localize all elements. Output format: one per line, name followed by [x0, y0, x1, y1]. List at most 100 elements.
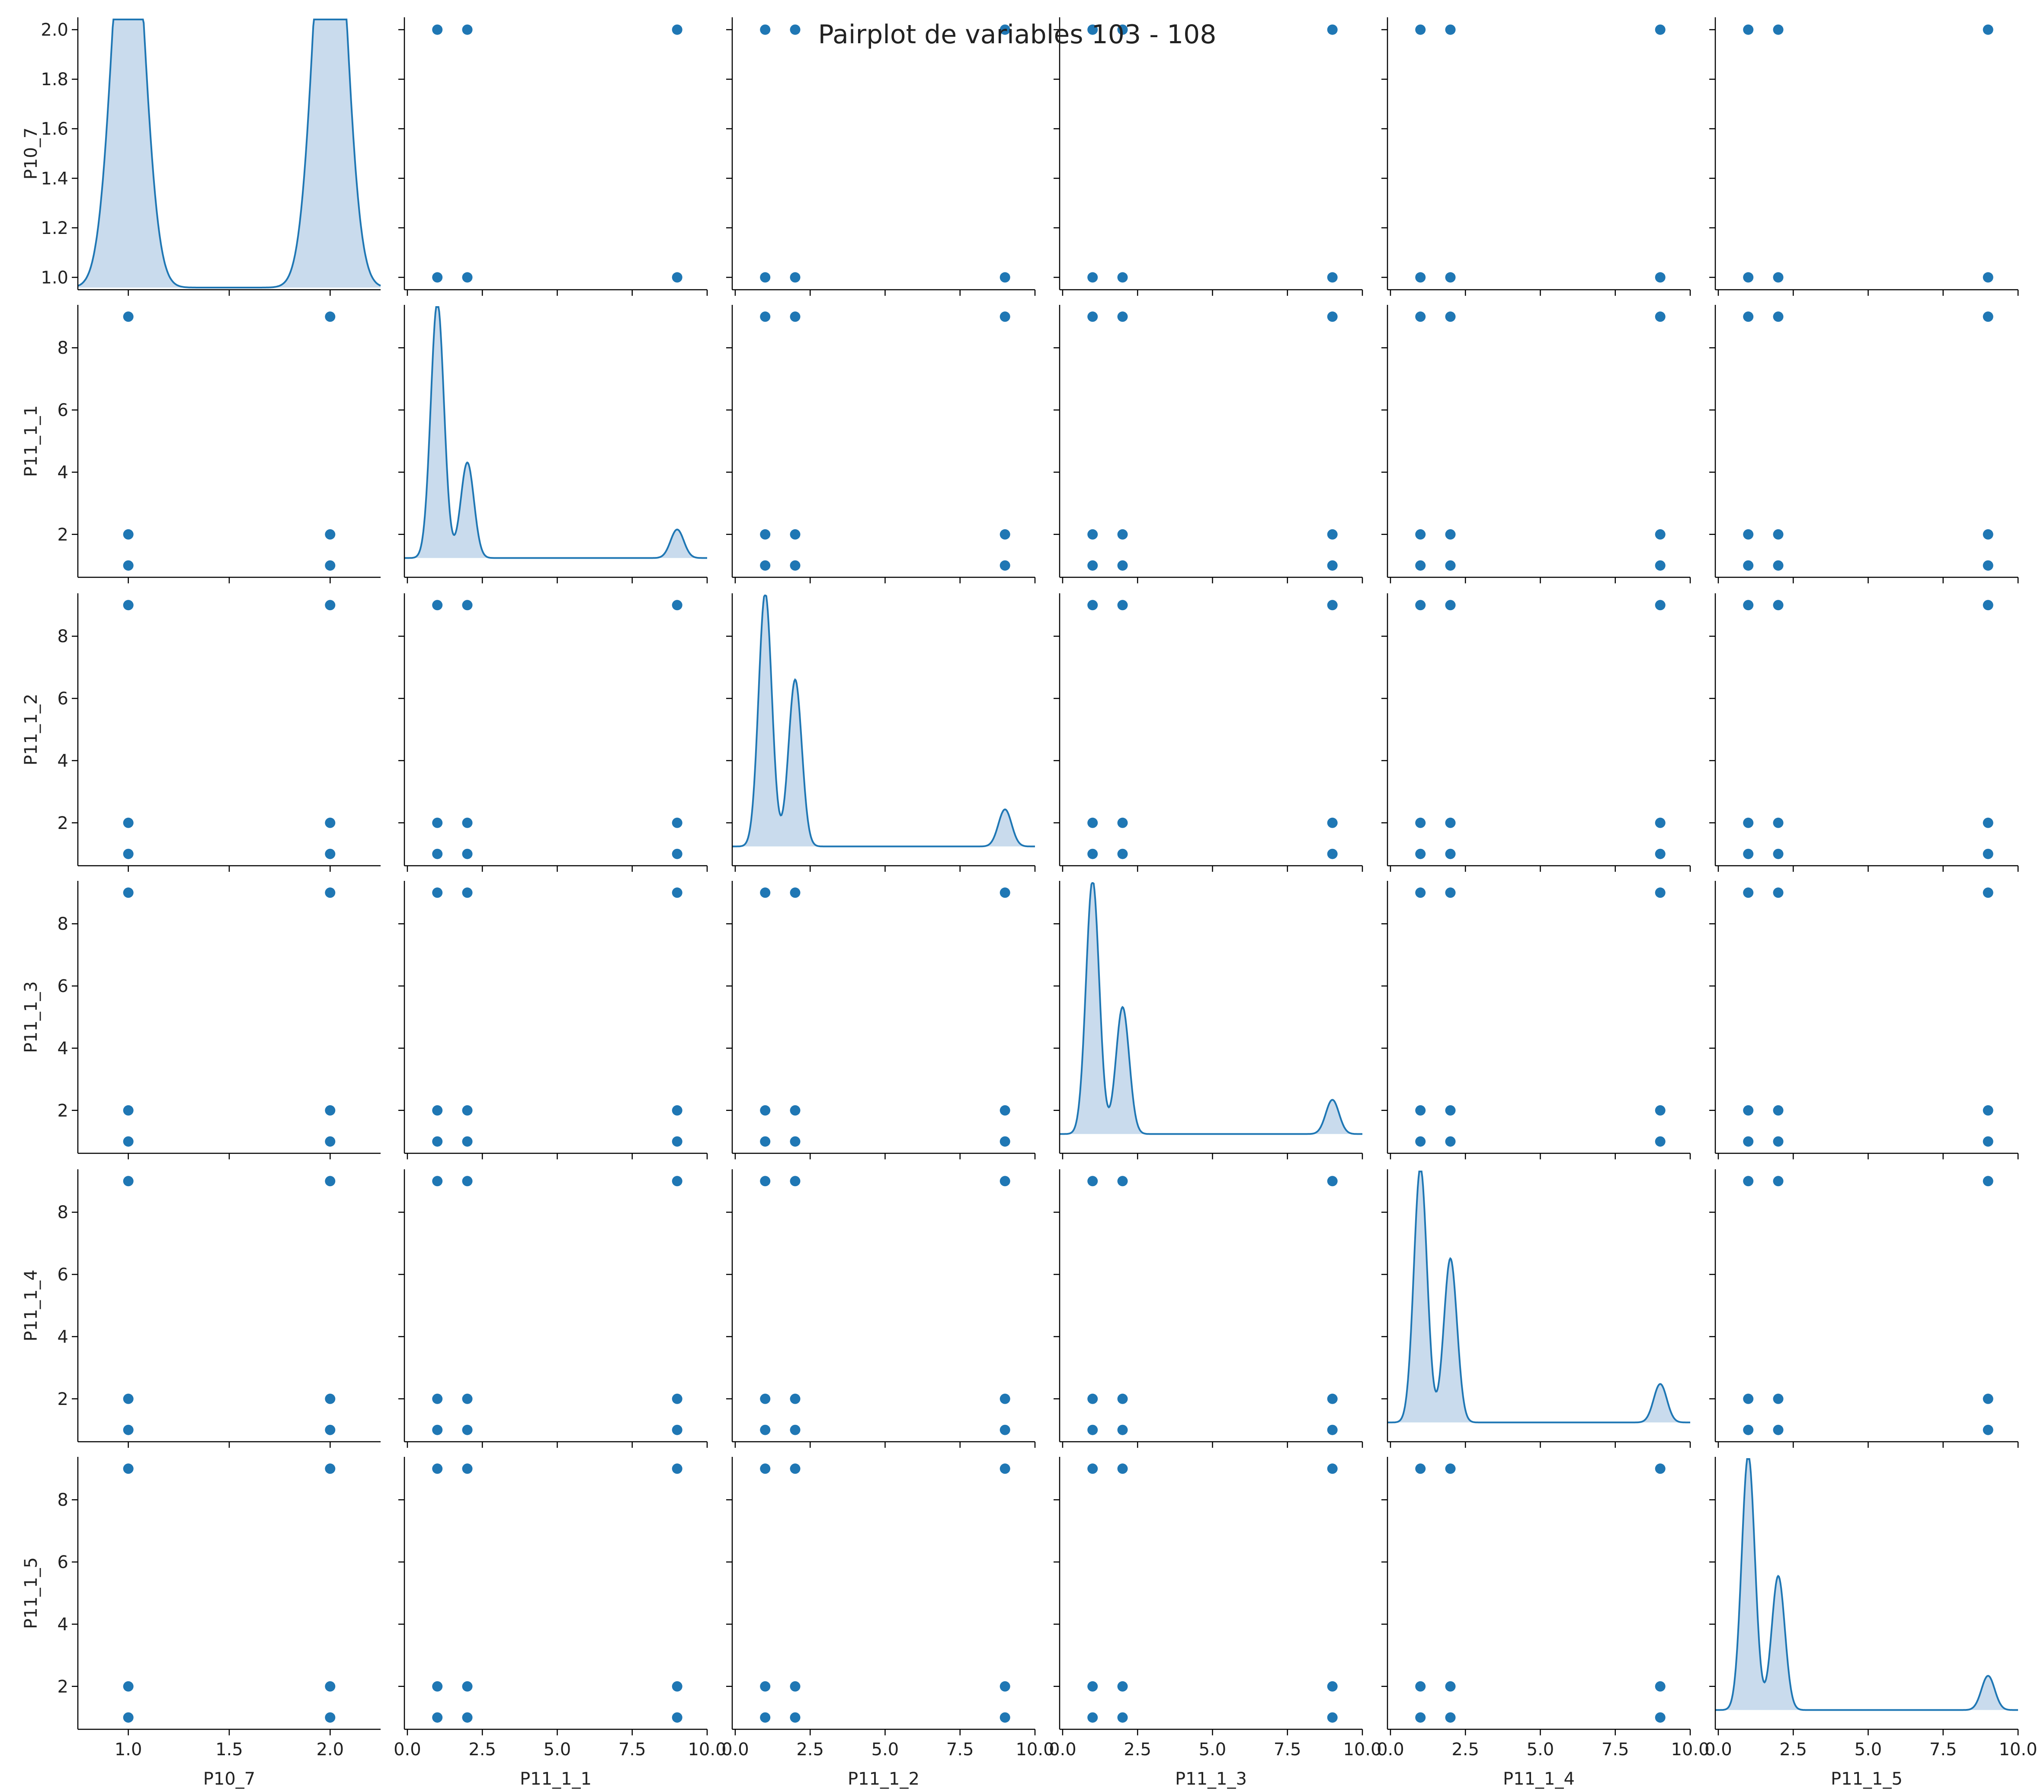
scatter-point: [432, 1712, 443, 1723]
scatter-point: [760, 1393, 771, 1404]
scatter-point: [1445, 24, 1456, 35]
scatter-point: [1327, 1176, 1338, 1187]
scatter-point: [325, 1136, 336, 1147]
panel-P11_1_1-vs-P11_1_3: [1054, 305, 1363, 583]
scatter-point: [1445, 311, 1456, 322]
y-tick-label: 2.0: [41, 20, 68, 40]
scatter-point: [1743, 24, 1754, 35]
scatter-point: [760, 24, 771, 35]
y-tick-label: 6: [58, 1265, 68, 1285]
scatter-point: [790, 1136, 801, 1147]
scatter-point: [462, 817, 473, 828]
panel-P10_7-vs-P11_1_3: [1054, 17, 1363, 296]
scatter-point: [462, 1681, 473, 1692]
scatter-point: [1415, 600, 1426, 611]
x-tick-label: 1.0: [115, 1740, 142, 1760]
y-tick-label: 2: [58, 1677, 68, 1697]
scatter-point: [1773, 24, 1784, 35]
kde-line-P11_1_2: [732, 595, 1035, 848]
x-tick-label: 10.0: [688, 1740, 726, 1760]
scatter-point: [1773, 1136, 1784, 1147]
scatter-point: [1743, 887, 1754, 898]
scatter-point: [760, 1176, 771, 1187]
scatter-point: [1983, 848, 1993, 859]
scatter-point: [1087, 600, 1098, 611]
y-tick-label: 6: [58, 400, 68, 420]
scatter-point: [790, 560, 801, 571]
scatter-point: [1000, 1712, 1010, 1723]
y-tick-label: 8: [58, 338, 68, 358]
scatter-point: [325, 1424, 336, 1435]
scatter-point: [1655, 1681, 1666, 1692]
scatter-point: [1773, 600, 1784, 611]
x-tick-label: 2.5: [1451, 1740, 1479, 1760]
x-tick-label: 2.5: [468, 1740, 496, 1760]
scatter-point: [123, 560, 134, 571]
scatter-point: [432, 817, 443, 828]
scatter-point: [1983, 1424, 1993, 1435]
y-tick-label: 2: [58, 813, 68, 833]
scatter-point: [1773, 1105, 1784, 1116]
panel-P10_7-vs-P11_1_5: [1709, 17, 2019, 296]
scatter-point: [790, 311, 801, 322]
scatter-point: [1743, 1136, 1754, 1147]
panel-P11_1_5-vs-P11_1_4: 0.0 2.5 5.0 7.5 10.0 P11_1_4: [1377, 1457, 1710, 1789]
x-axis-label-P11_1_5: P11_1_5: [1831, 1769, 1903, 1789]
y-tick-label: 6: [58, 1552, 68, 1572]
scatter-point: [462, 848, 473, 859]
scatter-point: [325, 1105, 336, 1116]
scatter-point: [1743, 1176, 1754, 1187]
y-tick-label: 4: [58, 463, 68, 483]
y-tick-label: 2: [58, 1101, 68, 1121]
scatter-point: [790, 529, 801, 540]
panel-P11_1_4-vs-P11_1_3: [1054, 1169, 1363, 1448]
scatter-point: [1445, 1712, 1456, 1723]
x-tick-label: 1.5: [215, 1740, 243, 1760]
scatter-point: [1743, 529, 1754, 540]
scatter-point: [1445, 272, 1456, 283]
scatter-point: [432, 848, 443, 859]
y-tick-label: 2: [58, 1389, 68, 1409]
scatter-point: [1983, 311, 1993, 322]
x-tick-label: 7.5: [1602, 1740, 1629, 1760]
scatter-point: [1773, 1176, 1784, 1187]
x-tick-label: 7.5: [1929, 1740, 1957, 1760]
scatter-point: [1087, 1424, 1098, 1435]
scatter-point: [123, 1463, 134, 1474]
scatter-point: [1773, 311, 1784, 322]
y-tick-label: 1.2: [41, 218, 68, 238]
kde-line-P10_7: [77, 19, 381, 288]
scatter-point: [1445, 560, 1456, 571]
scatter-point: [1415, 560, 1426, 571]
scatter-point: [1743, 1424, 1754, 1435]
scatter-point: [325, 311, 336, 322]
scatter-point: [123, 848, 134, 859]
scatter-point: [672, 1136, 682, 1147]
scatter-point: [790, 1176, 801, 1187]
scatter-point: [672, 600, 682, 611]
scatter-point: [432, 1463, 443, 1474]
y-tick-label: 8: [58, 1490, 68, 1510]
scatter-point: [760, 529, 771, 540]
scatter-point: [1983, 1136, 1993, 1147]
scatter-point: [325, 1393, 336, 1404]
scatter-point: [1983, 817, 1993, 828]
panel-P11_1_4-vs-P11_1_2: [726, 1169, 1036, 1448]
scatter-point: [432, 1176, 443, 1187]
scatter-point: [1415, 272, 1426, 283]
y-tick-label: 8: [58, 627, 68, 646]
scatter-point: [123, 1176, 134, 1187]
scatter-point: [1327, 1393, 1338, 1404]
scatter-point: [1117, 529, 1128, 540]
scatter-point: [760, 887, 771, 898]
scatter-point: [1000, 311, 1010, 322]
scatter-point: [1983, 24, 1993, 35]
scatter-point: [1655, 848, 1666, 859]
panel-P11_1_2-vs-P11_1_5: [1709, 593, 2019, 872]
scatter-point: [790, 1393, 801, 1404]
scatter-point: [432, 600, 443, 611]
x-axis-label-P11_1_3: P11_1_3: [1175, 1769, 1247, 1789]
pairplot-grid: 1.0 1.2 1.4 1.6 1.8 2.0 P10_7 2 4 6 8 P11_1_1 2 4 6 8 P1…: [21, 17, 2038, 1789]
scatter-point: [1983, 600, 1993, 611]
scatter-point: [325, 848, 336, 859]
